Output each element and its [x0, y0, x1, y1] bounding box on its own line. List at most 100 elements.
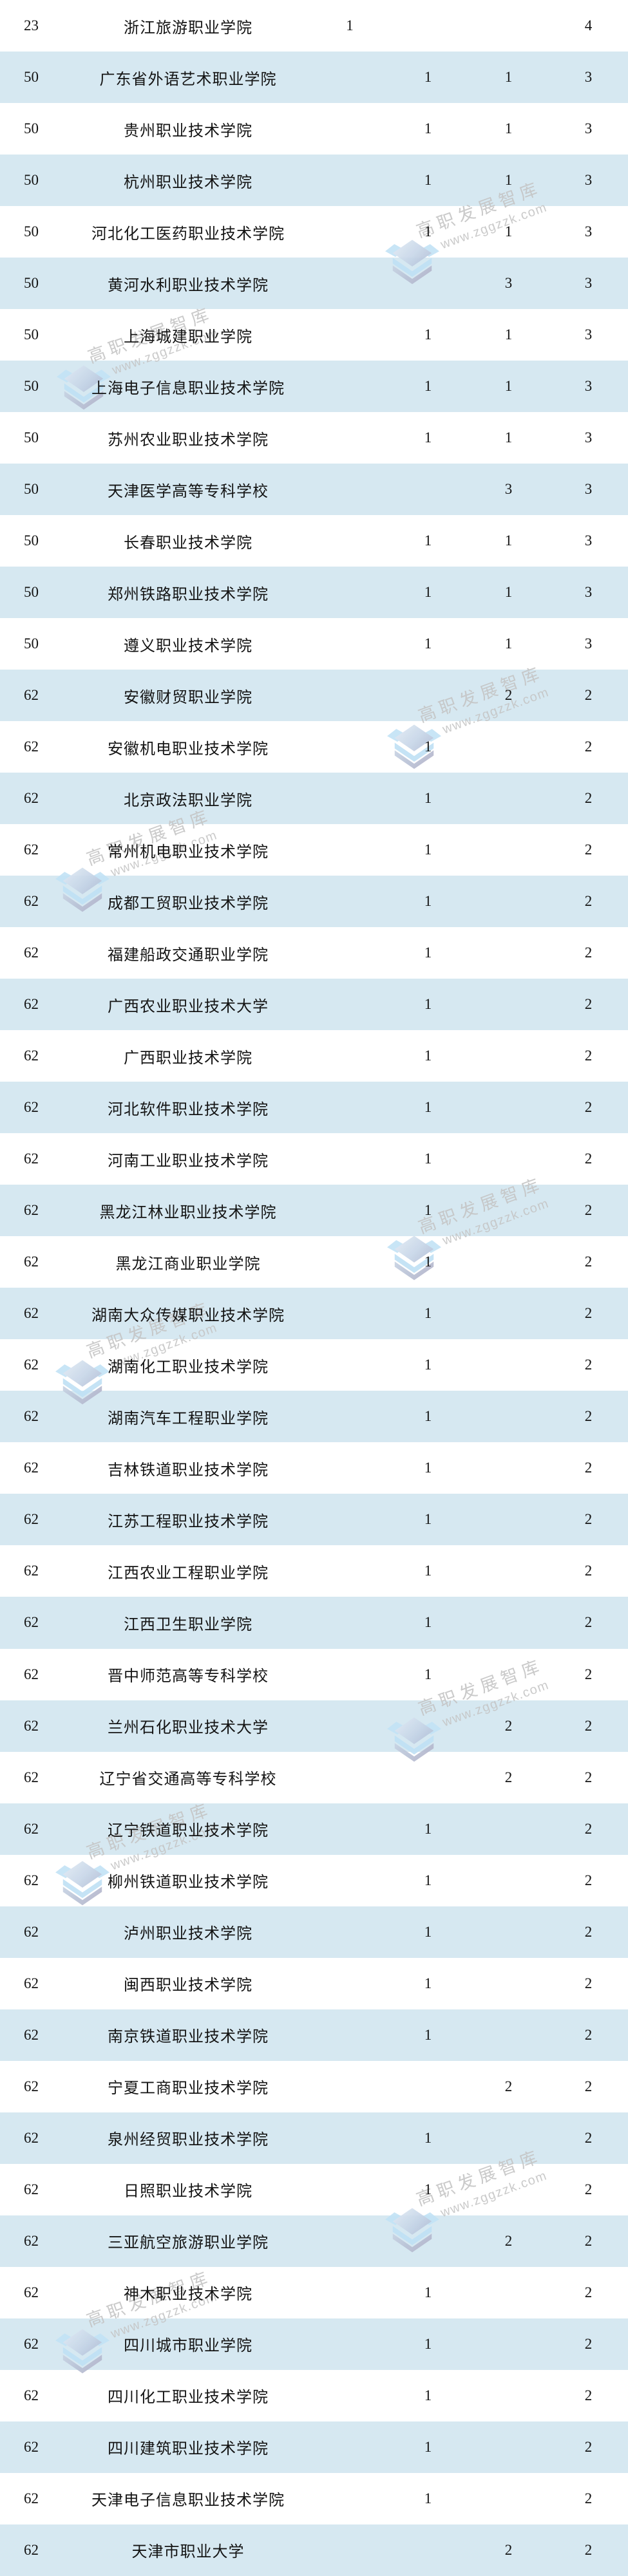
school-name-cell: 四川建筑职业技术学院 [108, 2440, 269, 2458]
school-name-cell: 江西农业工程职业学院 [108, 1564, 269, 1582]
table-row: 62 泉州经贸职业技术学院 1 2 [0, 2112, 628, 2164]
value-cell-2: 1 [424, 1820, 432, 1837]
table-row: 50 黄河水利职业技术学院 3 3 [0, 258, 628, 310]
table-row: 62 江西农业工程职业学院 1 2 [0, 1545, 628, 1597]
value-cell-4: 2 [584, 1048, 593, 1064]
rank-cell: 62 [24, 1975, 39, 1991]
table-row: 50 苏州农业职业技术学院 1 1 3 [0, 412, 628, 464]
value-cell-3: 2 [504, 2232, 513, 2249]
school-name-cell: 辽宁铁道职业技术学院 [108, 1822, 269, 1840]
school-name-cell: 南京铁道职业技术学院 [108, 2028, 269, 2046]
rank-cell: 62 [24, 1202, 39, 1219]
value-cell-3: 1 [504, 584, 513, 601]
school-name-cell: 黄河水利职业技术学院 [108, 276, 269, 294]
table-row: 62 宁夏工商职业技术学院 2 2 [0, 2061, 628, 2112]
school-name-cell: 黑龙江商业职业学院 [115, 1255, 261, 1273]
value-cell-4: 3 [584, 275, 593, 292]
value-cell-4: 3 [584, 429, 593, 446]
school-name-cell: 神木职业技术学院 [124, 2286, 252, 2304]
school-name-cell: 湖南化工职业技术学院 [108, 1358, 269, 1376]
value-cell-3: 1 [504, 69, 513, 86]
rank-cell: 50 [24, 172, 39, 189]
rank-cell: 62 [24, 1666, 39, 1682]
value-cell-2: 1 [424, 2490, 432, 2506]
table-row: 62 四川城市职业学院 1 2 [0, 2318, 628, 2370]
school-name-cell: 闽西职业技术学院 [124, 1977, 252, 1995]
rank-cell: 62 [24, 1872, 39, 1888]
rank-cell: 62 [24, 2335, 39, 2352]
school-name-cell: 浙江旅游职业学院 [124, 19, 252, 37]
rank-cell: 62 [24, 893, 39, 910]
school-name-cell: 北京政法职业学院 [124, 791, 252, 809]
table-row: 62 广西农业职业技术大学 1 2 [0, 979, 628, 1031]
value-cell-4: 2 [584, 945, 593, 961]
school-name-cell: 天津市职业大学 [131, 2543, 245, 2561]
school-name-cell: 湖南大众传媒职业技术学院 [91, 1306, 285, 1324]
school-name-cell: 四川化工职业技术学院 [108, 2389, 269, 2407]
value-cell-3: 3 [504, 275, 513, 292]
value-cell-2: 1 [424, 120, 432, 137]
rank-cell: 62 [24, 1408, 39, 1425]
value-cell-4: 2 [584, 2078, 593, 2094]
value-cell-4: 2 [584, 2181, 593, 2197]
school-name-cell: 泸州职业技术学院 [124, 1925, 252, 1943]
value-cell-2: 1 [424, 1460, 432, 1476]
value-cell-2: 1 [424, 69, 432, 86]
school-name-cell: 柳州铁道职业技术学院 [108, 1874, 269, 1892]
table-row: 62 晋中师范高等专科学校 1 2 [0, 1649, 628, 1700]
value-cell-2: 1 [424, 1254, 432, 1270]
school-name-cell: 辽宁省交通高等专科学校 [99, 1771, 277, 1789]
rank-cell: 62 [24, 841, 39, 858]
value-cell-2: 1 [424, 1872, 432, 1888]
value-cell-2: 1 [424, 532, 432, 549]
rank-cell: 62 [24, 1614, 39, 1631]
table-row: 50 河北化工医药职业技术学院 1 1 3 [0, 206, 628, 258]
table-row: 62 辽宁省交通高等专科学校 2 2 [0, 1752, 628, 1803]
value-cell-2: 1 [424, 1975, 432, 1991]
value-cell-2: 1 [424, 1099, 432, 1116]
value-cell-2: 1 [424, 326, 432, 343]
table-row: 50 上海城建职业学院 1 1 3 [0, 309, 628, 361]
school-name-cell: 河北软件职业技术学院 [108, 1100, 269, 1118]
value-cell-4: 2 [584, 1975, 593, 1991]
value-cell-3: 1 [504, 326, 513, 343]
table-row: 50 杭州职业技术学院 1 1 3 [0, 155, 628, 207]
value-cell-2: 1 [424, 2284, 432, 2300]
value-cell-4: 3 [584, 69, 593, 86]
value-cell-1: 1 [346, 17, 354, 33]
rank-cell: 62 [24, 2541, 39, 2558]
rank-cell: 50 [24, 69, 39, 86]
value-cell-4: 2 [584, 1357, 593, 1373]
rank-cell: 62 [24, 790, 39, 807]
value-cell-3: 1 [504, 635, 513, 652]
value-cell-2: 1 [424, 893, 432, 910]
value-cell-3: 1 [504, 120, 513, 137]
table-row: 62 安徽机电职业技术学院 1 2 [0, 721, 628, 773]
school-name-cell: 三亚航空旅游职业学院 [108, 2234, 269, 2252]
school-name-cell: 天津医学高等专科学校 [108, 482, 269, 500]
school-name-cell: 湖南汽车工程职业学院 [108, 1409, 269, 1427]
school-name-cell: 成都工贸职业技术学院 [108, 894, 269, 912]
table-row: 62 黑龙江商业职业学院 1 2 [0, 1236, 628, 1288]
value-cell-2: 1 [424, 223, 432, 240]
school-name-cell: 上海城建职业学院 [124, 328, 252, 346]
table-row: 62 成都工贸职业技术学院 1 2 [0, 876, 628, 928]
table-row: 62 辽宁铁道职业技术学院 1 2 [0, 1803, 628, 1855]
school-name-cell: 广西农业职业技术大学 [108, 997, 269, 1015]
school-name-cell: 江西卫生职业学院 [124, 1615, 252, 1633]
value-cell-2: 1 [424, 1357, 432, 1373]
rank-cell: 62 [24, 1305, 39, 1322]
school-name-cell: 日照职业技术学院 [124, 2183, 252, 2201]
rank-cell: 62 [24, 2129, 39, 2146]
table-row: 62 吉林铁道职业技术学院 1 2 [0, 1442, 628, 1494]
value-cell-2: 1 [424, 2129, 432, 2146]
school-name-cell: 广东省外语艺术职业学院 [99, 70, 277, 88]
table-row: 62 泸州职业技术学院 1 2 [0, 1906, 628, 1958]
table-row: 62 三亚航空旅游职业学院 2 2 [0, 2215, 628, 2267]
value-cell-3: 1 [504, 223, 513, 240]
value-cell-4: 2 [584, 1563, 593, 1579]
rank-cell: 62 [24, 1769, 39, 1785]
value-cell-2: 1 [424, 1408, 432, 1425]
rank-cell: 62 [24, 2387, 39, 2403]
